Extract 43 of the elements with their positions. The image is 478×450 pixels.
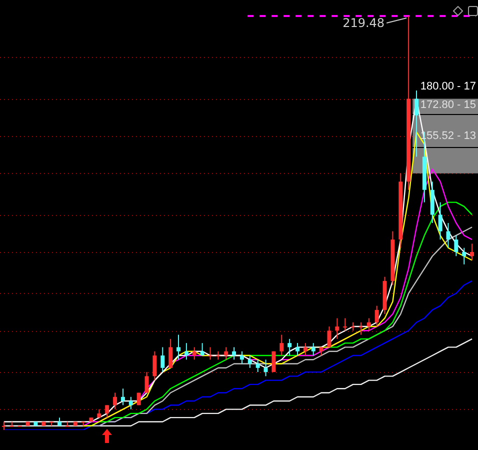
annotation: 180.00 - 17 [420, 80, 476, 92]
candlestick [152, 350, 157, 381]
candlestick [296, 342, 300, 356]
candlestick [303, 342, 308, 356]
candlestick [248, 354, 252, 368]
candlestick [454, 234, 458, 257]
candlestick [168, 338, 173, 368]
candlestick [200, 342, 204, 356]
candlestick [192, 346, 196, 360]
candlestick [65, 421, 70, 427]
candlestick [264, 359, 268, 377]
candlestick [366, 318, 371, 332]
candlestick [144, 372, 149, 394]
candlestick [470, 243, 474, 261]
annotation: 172.80 - 15 [420, 99, 476, 112]
candlestick [280, 334, 284, 356]
candlestick [113, 392, 118, 410]
candlestick [438, 202, 442, 240]
candlestick [184, 342, 188, 360]
candlestick [224, 346, 228, 360]
annotation: 219.48 [342, 16, 385, 30]
candlestick [374, 305, 379, 327]
candlestick [160, 346, 165, 373]
candlestick [446, 222, 450, 248]
candlestick [176, 334, 180, 360]
candlestick [358, 322, 363, 336]
candlestick [120, 388, 125, 406]
candlestick [256, 359, 260, 373]
candlestick [327, 326, 332, 348]
candlestick [311, 342, 316, 356]
candlestick [288, 338, 292, 356]
candlestick [240, 350, 244, 364]
candlestick [232, 346, 236, 360]
candlestick [462, 247, 466, 265]
candlestick [414, 90, 418, 158]
candlestick [343, 318, 348, 332]
candlestick [105, 404, 110, 418]
candlestick [208, 346, 212, 360]
candlestick [136, 392, 141, 406]
candlestick [2, 421, 6, 430]
candlestick [128, 396, 133, 410]
candlestick [10, 421, 14, 427]
candlestick [335, 318, 340, 340]
